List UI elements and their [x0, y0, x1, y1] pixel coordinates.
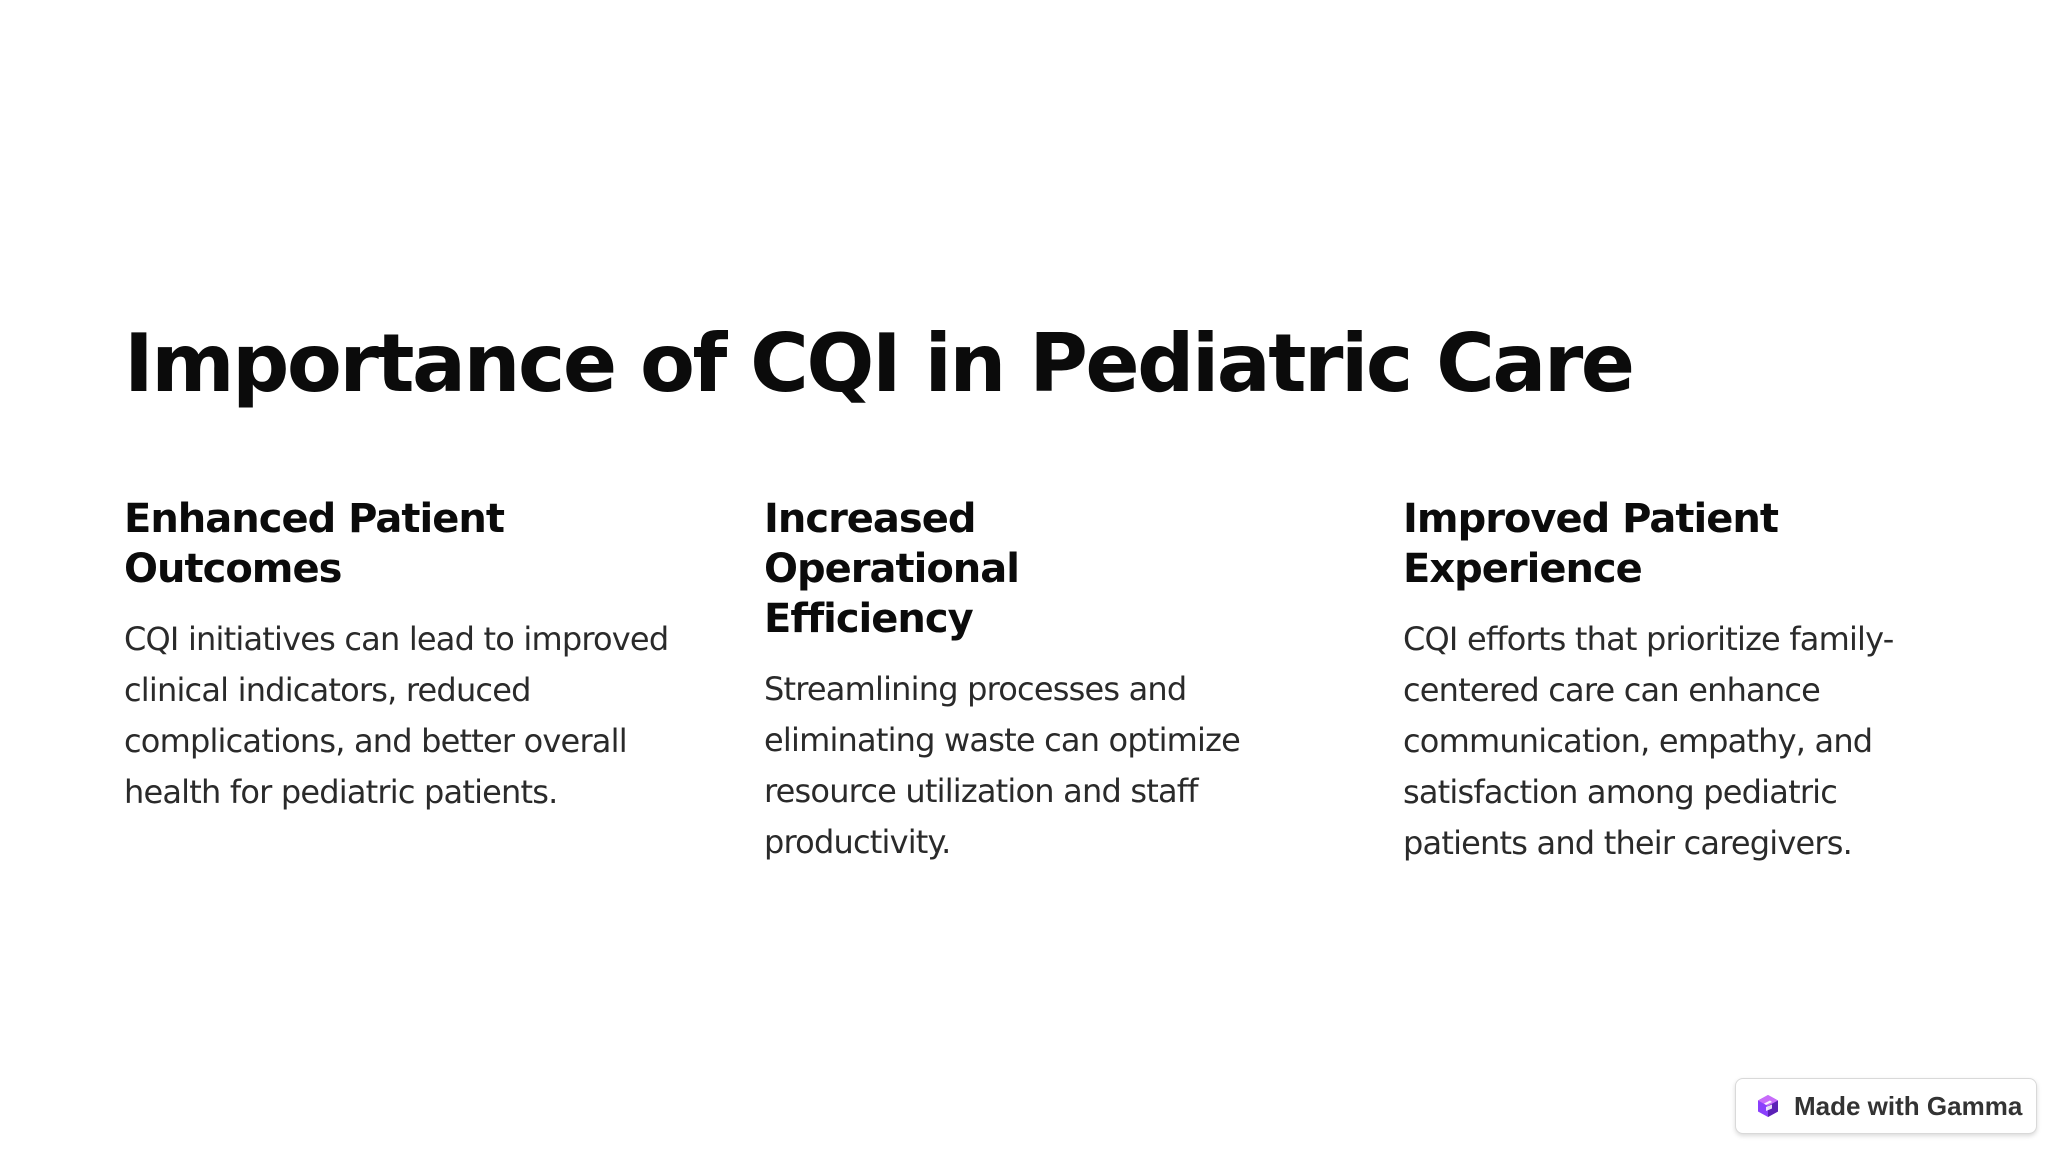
- made-with-gamma-button[interactable]: Made with Gamma: [1735, 1078, 2037, 1134]
- slide-title: Importance of CQI in Pediatric Care: [124, 317, 1635, 410]
- column-enhanced-patient-outcomes: Enhanced Patient Outcomes CQI initiative…: [124, 494, 684, 818]
- gamma-logo-icon: [1756, 1094, 1780, 1118]
- column-heading: Enhanced Patient Outcomes: [124, 496, 505, 592]
- column-body: CQI efforts that prioritize family-cente…: [1403, 620, 1894, 862]
- badge-label: Made with Gamma: [1794, 1090, 2023, 1121]
- column-heading: Increased Operational Efficiency: [764, 496, 1020, 642]
- column-body: Streamlining processes and eliminating w…: [764, 670, 1241, 861]
- column-body: CQI initiatives can lead to improved cli…: [124, 620, 669, 811]
- column-increased-operational-efficiency: Increased Operational Efficiency Streaml…: [764, 494, 1324, 868]
- column-improved-patient-experience: Improved Patient Experience CQI efforts …: [1403, 494, 1963, 869]
- column-heading: Improved Patient Experience: [1403, 496, 1779, 592]
- columns-container: Enhanced Patient Outcomes CQI initiative…: [124, 494, 1964, 894]
